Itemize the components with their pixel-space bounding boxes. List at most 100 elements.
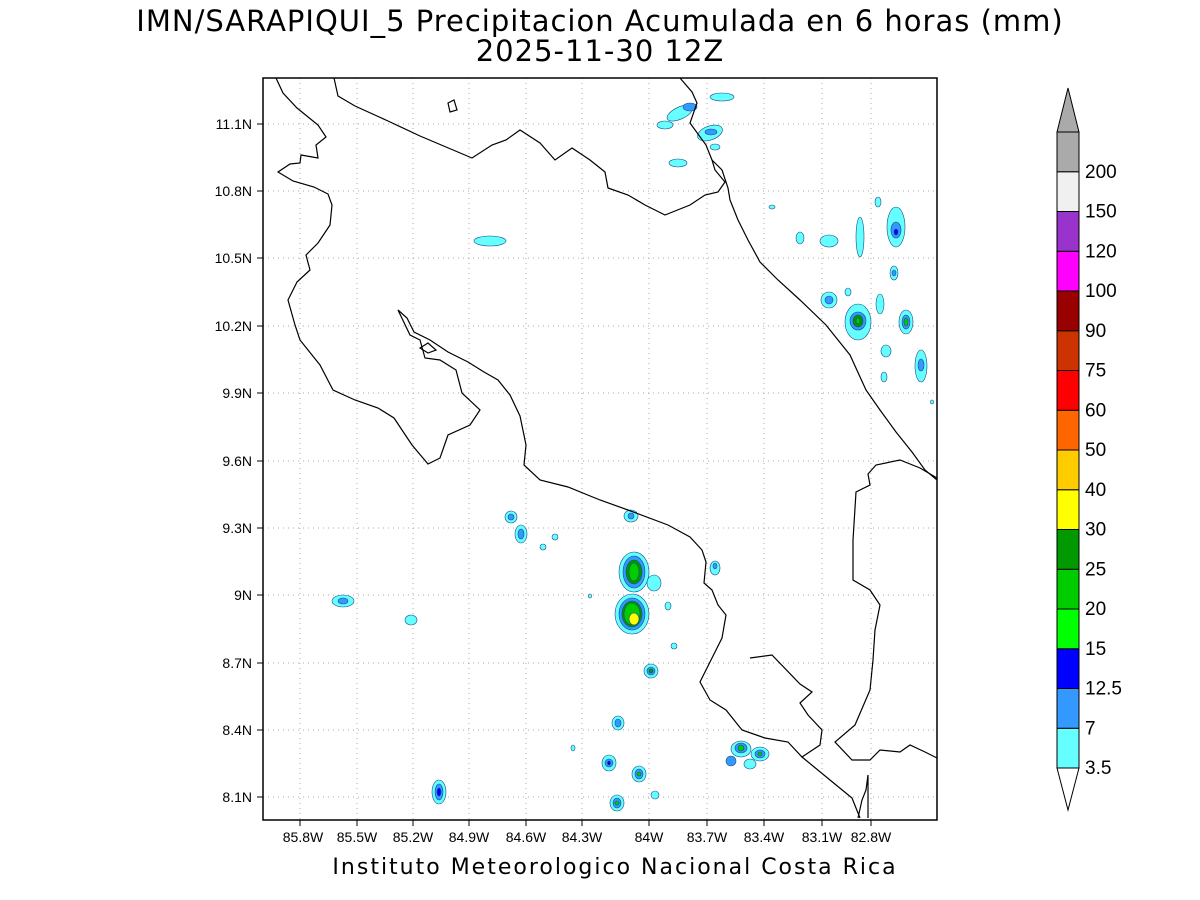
precip-area: [570, 744, 576, 752]
colorbar-label: 100: [1085, 281, 1117, 302]
colorbar-top-arrow: [1056, 87, 1080, 133]
precip-area: [709, 143, 721, 151]
precip-area: [628, 562, 640, 582]
precip-area: [893, 228, 899, 236]
precip-area: [648, 668, 654, 674]
precip-area: [768, 204, 776, 210]
colorbar-band: [1056, 608, 1080, 650]
lon-tick-label: 84.9W: [449, 829, 490, 845]
precip-area: [539, 543, 547, 551]
lat-tick-label: 10.8N: [215, 183, 252, 199]
coastline-north: [275, 77, 861, 819]
lon-tick-label: 83.7W: [687, 829, 728, 845]
colorbar: 3.5 7 12.5 15 20 25 30 40 50 60 75 90 100 120 150 200: [1056, 87, 1122, 812]
colorbar-label: 60: [1085, 400, 1106, 421]
precip-area: [880, 371, 888, 383]
colorbar-band: [1056, 409, 1080, 451]
precip-area: [891, 269, 897, 277]
lon-tick-label: 84W: [635, 829, 665, 845]
colorbar-band: [1056, 648, 1080, 689]
colorbar-band: [1056, 370, 1080, 411]
lon-tick-label: 85.8W: [283, 829, 324, 845]
colorbar-label: 15: [1085, 639, 1106, 660]
precip-area: [844, 287, 852, 297]
lat-tick-label: 9.3N: [222, 520, 252, 536]
grid-lines: [263, 78, 937, 820]
colorbar-band: [1056, 568, 1080, 610]
colorbar-band: [1056, 211, 1080, 252]
precip-area: [874, 196, 882, 208]
colorbar-band: [1056, 290, 1080, 332]
precip-area: [757, 751, 763, 757]
precip-area: [607, 760, 611, 766]
colorbar-label: 30: [1085, 520, 1106, 541]
chart-datetime: 2025-11-30 12Z: [475, 34, 725, 68]
colorbar-band: [1056, 489, 1080, 530]
lon-tick-labels: 85.8W 85.5W 85.2W 84.9W 84.6W 84.3W 84W …: [283, 829, 892, 845]
colorbar-label: 3.5: [1085, 758, 1111, 779]
colorbar-band: [1056, 727, 1080, 769]
precip-area: [473, 235, 507, 247]
precip-area: [628, 612, 640, 626]
colorbar-label: 120: [1085, 241, 1117, 262]
coastline-nicoya-island: [418, 342, 438, 354]
lat-tick-label: 11.1N: [216, 116, 252, 132]
colorbar-label: 12.5: [1085, 679, 1122, 700]
lon-tick-label: 82.8W: [851, 829, 892, 845]
lon-tick-label: 83.4W: [744, 829, 785, 845]
precip-area: [656, 120, 674, 130]
precip-area: [670, 642, 678, 650]
precip-area: [709, 92, 735, 102]
precipitation-field: [331, 92, 934, 812]
colorbar-label: 50: [1085, 440, 1106, 461]
colorbar-label: 150: [1085, 202, 1117, 223]
lat-tick-label: 8.4N: [222, 722, 252, 738]
precip-area: [795, 231, 805, 245]
colorbar-label: 200: [1085, 162, 1117, 183]
precip-area: [704, 128, 718, 136]
precip-area: [930, 399, 934, 405]
map-frame: [262, 77, 938, 821]
lat-tick-label: 10.5N: [215, 250, 252, 266]
colorbar-label: 90: [1085, 321, 1106, 342]
colorbar-band: [1056, 330, 1080, 371]
precip-area: [551, 533, 559, 541]
lon-tick-label: 84.6W: [506, 829, 547, 845]
precip-area: [627, 512, 635, 520]
colorbar-band: [1056, 529, 1080, 570]
lon-tick-label: 84.3W: [562, 829, 603, 845]
precip-area: [614, 718, 622, 728]
panama-border: [834, 459, 938, 761]
colorbar-band: [1056, 688, 1080, 729]
precip-area: [646, 574, 662, 592]
precip-area: [737, 744, 745, 752]
lon-tick-label: 83.1W: [802, 829, 843, 845]
lat-tick-labels: 11.1N 10.8N 10.5N 10.2N 9.9N 9.6N 9.3N 9…: [215, 116, 252, 805]
coastline-caribbean: [711, 159, 938, 481]
colorbar-bottom-arrow: [1056, 767, 1080, 812]
lat-tick-label: 10.2N: [215, 318, 252, 334]
precip-area: [875, 293, 885, 315]
nicaragua-lake-shore: [333, 77, 726, 216]
precip-area: [436, 787, 442, 797]
precip-area: [725, 755, 737, 767]
precip-area: [917, 358, 925, 372]
colorbar-label: 7: [1085, 718, 1096, 739]
precip-area: [337, 597, 349, 605]
precip-area: [614, 800, 620, 806]
lat-tick-label: 9N: [234, 587, 252, 603]
colorbar-band: [1056, 449, 1080, 491]
precip-area: [743, 758, 757, 770]
colorbar-band: [1056, 131, 1080, 173]
precip-area: [819, 234, 839, 248]
coastlines: [275, 77, 938, 819]
precip-area: [903, 317, 909, 327]
lat-tick-label: 9.9N: [222, 385, 252, 401]
precip-area: [636, 771, 642, 777]
precip-area: [682, 102, 698, 112]
precip-area: [507, 513, 515, 521]
precip-area: [824, 295, 834, 305]
precip-area: [855, 317, 861, 325]
precip-area: [855, 216, 865, 258]
